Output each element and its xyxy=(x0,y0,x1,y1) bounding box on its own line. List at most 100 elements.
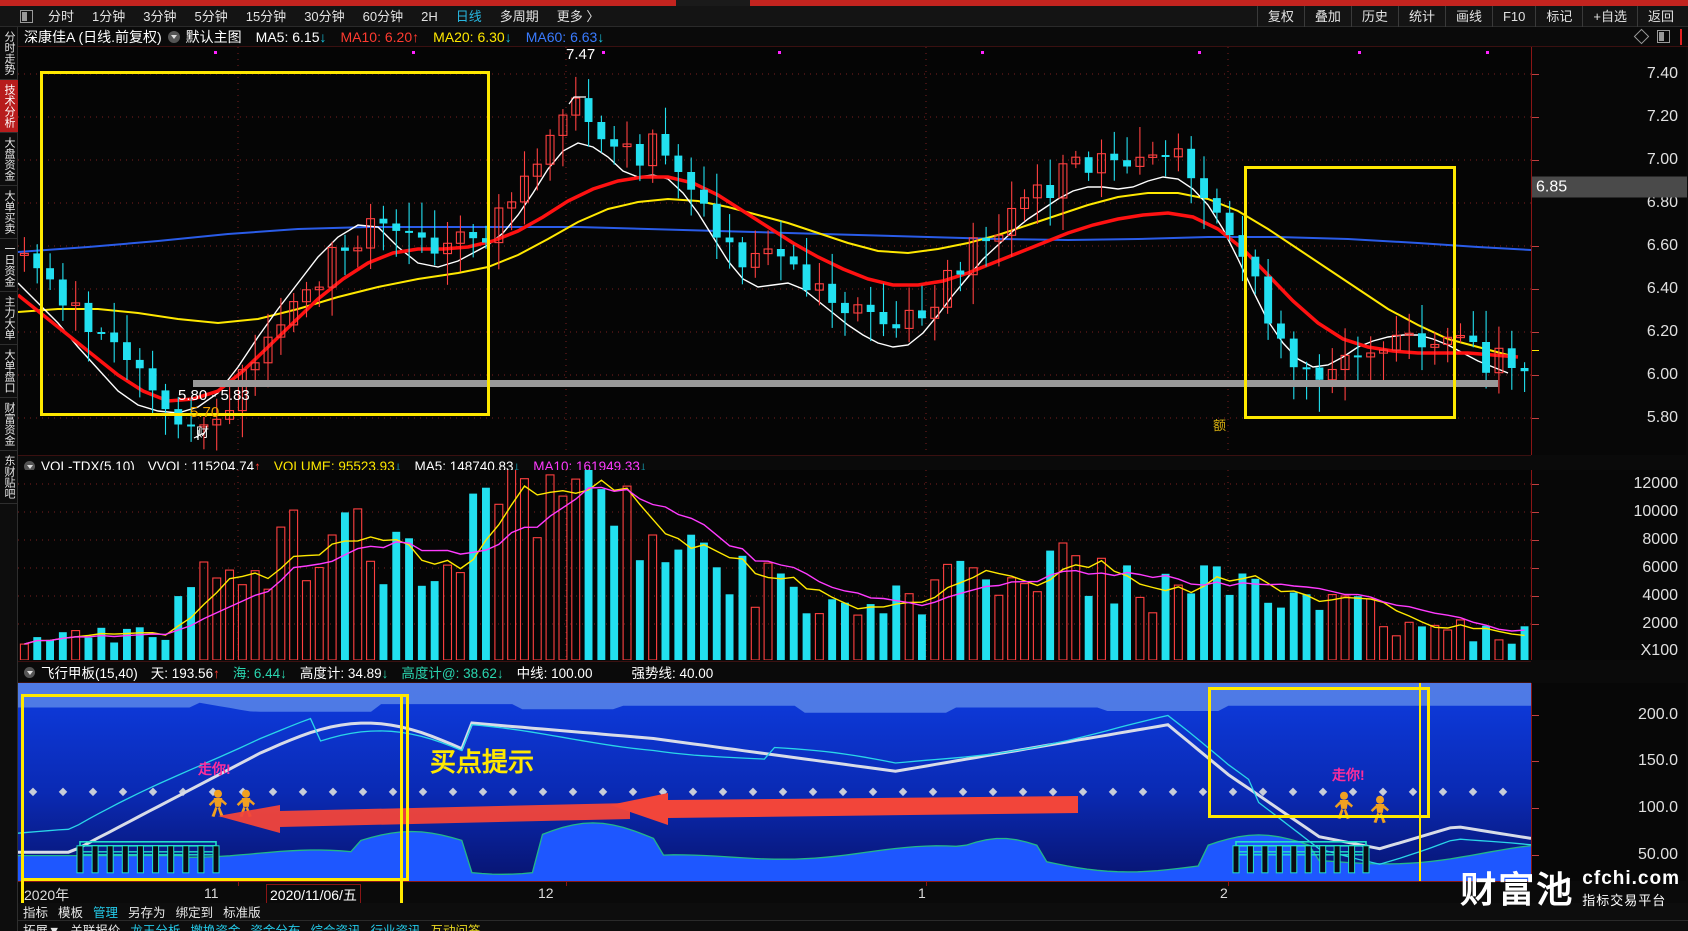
period-30min[interactable]: 30分钟 xyxy=(304,9,345,24)
btn-bind-to[interactable]: 绑定到 xyxy=(175,906,214,920)
volume-chart-panel[interactable] xyxy=(18,470,1531,660)
sidebar-item-market-fund[interactable]: 大盘资金 xyxy=(0,133,18,186)
period-toolbar-right: 复权 叠加 历史 统计 画线 F10 标记 +自选 返回 xyxy=(1256,6,1684,27)
ma5-value: MA5: 6.15↓ xyxy=(255,28,327,45)
price-tick-660: 6.60 xyxy=(1646,237,1678,254)
fly-tian-value: 天: 193.56↑ xyxy=(150,666,220,681)
extension-toolbar: 拓展▼ 关联报价 龙王分析 撤换资金 资金分布 综合资讯 行业资讯 互动问答 xyxy=(18,920,1688,931)
sidebar-item-forum[interactable]: 东财贴吧 xyxy=(0,451,18,504)
period-2h[interactable]: 2H xyxy=(421,9,438,24)
btn-manage[interactable]: 管理 xyxy=(93,906,119,920)
window-top-strip xyxy=(0,0,1688,6)
chevron-down-icon[interactable] xyxy=(167,30,180,43)
volume-tick-10000: 10000 xyxy=(1633,503,1679,520)
period-1min[interactable]: 1分钟 xyxy=(92,9,126,24)
fly-indicator-title[interactable]: 飞行甲板(15,40) xyxy=(41,666,138,681)
period-fenshi[interactable]: 分时 xyxy=(48,9,75,24)
btn-return[interactable]: 返回 xyxy=(1636,6,1684,27)
fly-collapse-icon[interactable] xyxy=(24,666,35,678)
volume-chart-svg xyxy=(18,470,1531,660)
period-15min[interactable]: 15分钟 xyxy=(245,9,287,24)
support-level-band xyxy=(193,380,1498,387)
btn-comprehensive-news[interactable]: 综合资讯 xyxy=(310,923,361,931)
fly-tick-200: 200.0 xyxy=(1637,706,1678,723)
go-annotation-left: 走你! xyxy=(198,761,231,777)
low-price-label: 5.70 xyxy=(190,404,220,421)
btn-related-quote[interactable]: 关联报价 xyxy=(70,923,121,931)
layout-icon[interactable] xyxy=(20,10,33,23)
high-price-label: 7.47 xyxy=(566,46,596,63)
ma20-value: MA20: 6.30↓ xyxy=(433,28,512,45)
period-5min[interactable]: 5分钟 xyxy=(194,9,228,24)
sidebar-item-block-trade[interactable]: 大单买卖 xyxy=(0,186,18,239)
period-more[interactable]: 更多 〉 xyxy=(556,9,600,24)
period-3min[interactable]: 3分钟 xyxy=(143,9,177,24)
price-y-axis: 7.40 7.20 7.00 6.80 6.60 6.40 6.20 6.00 … xyxy=(1531,47,1687,455)
sidebar-item-fenshi[interactable]: 分时走势 xyxy=(0,27,18,80)
btn-save-as[interactable]: 另存为 xyxy=(128,906,166,920)
sidebar-item-daily-fund[interactable]: 一日资金 xyxy=(0,239,18,292)
price-tick-700: 7.00 xyxy=(1646,151,1678,168)
sidebar-item-wealth-fund[interactable]: 财富资金 xyxy=(0,398,18,451)
price-tick-680: 6.80 xyxy=(1646,194,1678,211)
period-daily[interactable]: 日线 xyxy=(455,9,482,24)
btn-lishi[interactable]: 历史 xyxy=(1350,6,1398,27)
price-tick-600: 6.00 xyxy=(1646,366,1678,383)
period-60min[interactable]: 60分钟 xyxy=(362,9,404,24)
period-multi[interactable]: 多周期 xyxy=(499,9,539,24)
volume-collapse-icon[interactable] xyxy=(24,460,35,472)
fly-altimeter-value: 高度计: 34.89↓ xyxy=(299,666,389,681)
diamond-icon[interactable] xyxy=(1633,28,1650,45)
btn-add-favorite[interactable]: +自选 xyxy=(1582,6,1637,27)
sidebar-item-main-order[interactable]: 主力大单 xyxy=(0,292,18,345)
btn-biaoji[interactable]: 标记 xyxy=(1535,6,1582,27)
sidebar-item-order-book[interactable]: 大单盘口 xyxy=(0,345,18,398)
btn-tongji[interactable]: 统计 xyxy=(1397,6,1445,27)
fly-tick-50: 50.00 xyxy=(1637,846,1678,863)
btn-industry-news[interactable]: 行业资讯 xyxy=(370,923,421,931)
fly-deck-chart-panel[interactable]: 买点提示 走你! 走你! xyxy=(18,683,1531,881)
fly-tick-150: 150.0 xyxy=(1637,752,1678,769)
sidebar-item-technical[interactable]: 技术分析 xyxy=(0,80,18,133)
volume-ma10-value: MA10: 161949.33↓ xyxy=(533,458,647,474)
btn-fund-dist[interactable]: 资金分布 xyxy=(250,923,301,931)
crosshair-cursor xyxy=(1680,28,1682,45)
date-label-1: 1 xyxy=(918,885,926,901)
fly-strongline-value: 强势线: 40.00 xyxy=(631,666,714,681)
quote-header-row: 深康佳A (日线.前复权) 默认主图 MA5: 6.15↓ MA10: 6.20… xyxy=(18,27,1688,47)
stock-name: 深康佳A (日线.前复权) xyxy=(24,28,162,45)
volume-tick-6000: 6000 xyxy=(1642,559,1678,576)
btn-dragon-analysis[interactable]: 龙王分析 xyxy=(130,923,181,931)
date-label-12: 12 xyxy=(538,885,554,901)
btn-switch-fund[interactable]: 撤换资金 xyxy=(190,923,241,931)
price-chart-panel[interactable]: 7.47 5.80 - 5.83 5.70 财 额 xyxy=(18,46,1531,455)
volume-tick-8000: 8000 xyxy=(1642,531,1678,548)
btn-standard[interactable]: 标准版 xyxy=(223,906,261,920)
volume-indicator-title[interactable]: VOL-TDX(5,10) xyxy=(41,458,135,474)
btn-expand[interactable]: 拓展▼ xyxy=(23,923,61,931)
btn-f10[interactable]: F10 xyxy=(1491,6,1535,27)
price-tick-720: 7.20 xyxy=(1646,108,1678,125)
price-tick-580: 5.80 xyxy=(1646,409,1678,426)
current-price-badge: 6.85 xyxy=(1532,176,1687,198)
btn-huaxian[interactable]: 画线 xyxy=(1444,6,1492,27)
btn-template[interactable]: 模板 xyxy=(58,906,84,920)
btn-diejia[interactable]: 叠加 xyxy=(1303,6,1351,27)
quote-row-right-icons xyxy=(1633,28,1682,45)
date-label-2: 2 xyxy=(1220,885,1228,901)
price-tick-620: 6.20 xyxy=(1646,323,1678,340)
btn-indicator[interactable]: 指标 xyxy=(23,906,49,920)
cn-mark-e: 额 xyxy=(1213,418,1227,433)
volume-ma5-value: MA5: 148740.83↓ xyxy=(414,458,521,474)
fly-tick-100: 100.0 xyxy=(1637,799,1678,816)
main-chart-label[interactable]: 默认主图 xyxy=(185,28,242,45)
btn-fuquan[interactable]: 复权 xyxy=(1256,6,1304,27)
left-sidebar: 分时走势 技术分析 大盘资金 大单买卖 一日资金 主力大单 大单盘口 财富资金 … xyxy=(0,27,18,931)
fly-midline-value: 中线: 100.00 xyxy=(516,666,593,681)
price-chart-svg xyxy=(18,47,1531,455)
split-layout-icon[interactable] xyxy=(1657,30,1670,43)
volume-tick-4000: 4000 xyxy=(1642,587,1678,604)
btn-interactive-qa[interactable]: 互动问答 xyxy=(430,923,481,931)
date-axis[interactable]: 2020年 11 2020/11/06/五 12 1 2 xyxy=(18,881,1531,906)
